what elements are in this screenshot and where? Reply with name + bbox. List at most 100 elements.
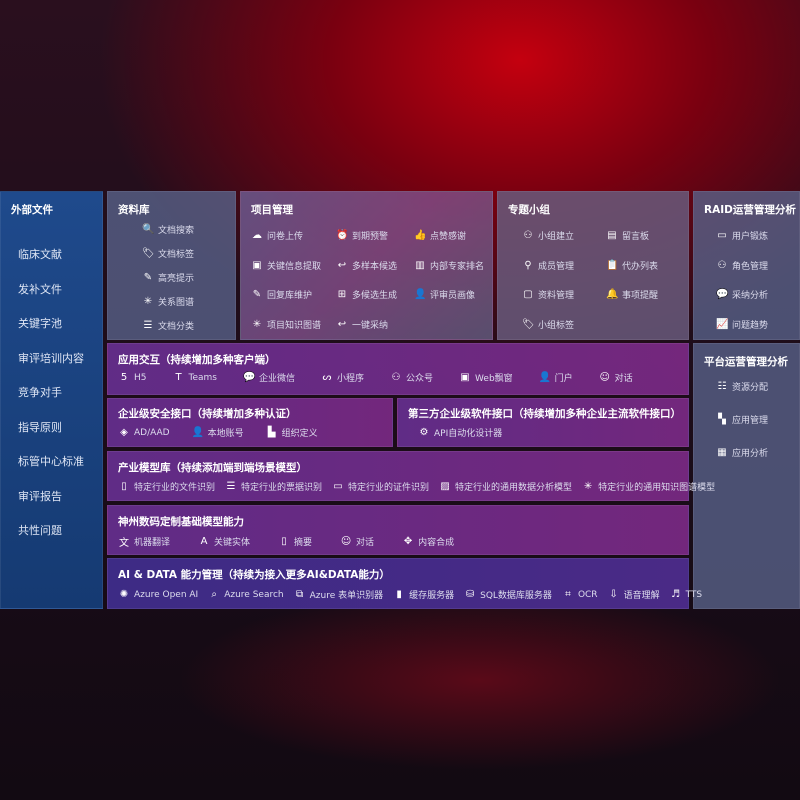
wechat-icon: 💬 <box>242 372 256 383</box>
feature-item[interactable]: ☰ 特定行业的票据识别 <box>225 480 323 493</box>
feature-item[interactable]: ⚇ 小组建立 <box>522 229 575 242</box>
feature-label: 公众号 <box>406 374 434 384</box>
feature-label: H5 <box>134 372 147 383</box>
feature-label: 多样本候选 <box>352 261 398 272</box>
feature-item[interactable]: ☰ 文档分类 <box>142 319 195 332</box>
feature-item[interactable]: ↩ 多样本候选 <box>336 259 397 272</box>
sidebar-item[interactable]: 关键字池 <box>18 317 62 330</box>
feature-item[interactable]: ▢ 资料管理 <box>522 288 574 301</box>
sidebar-item[interactable]: 共性问题 <box>18 524 62 537</box>
miniprogram-icon: ᔕ <box>322 372 332 383</box>
feature-item[interactable]: ☺ 对话 <box>599 371 632 384</box>
feature-item[interactable]: ✳ 项目知识图谱 <box>251 318 321 331</box>
feature-label: 特定行业的证件识别 <box>348 483 430 493</box>
feature-item[interactable]: ⏰ 到期预警 <box>336 229 388 242</box>
feature-item[interactable]: ⚙ API自动化设计器 <box>418 426 503 439</box>
feature-item[interactable]: ⌕ Azure Search <box>208 588 283 601</box>
feature-item[interactable]: ▥ 内部专家排名 <box>414 259 484 272</box>
sidebar-item[interactable]: 标管中心标准 <box>18 455 84 468</box>
platform-panel: 平台运营管理分析 ☷ 资源分配 ▚ 应用管理 ▦ 应用分析 <box>693 343 800 609</box>
feature-item[interactable]: ▦ 应用分析 <box>716 446 768 459</box>
feature-item[interactable]: ☁ 问卷上传 <box>251 229 303 242</box>
feature-item[interactable]: ▣ 关键信息提取 <box>251 259 321 272</box>
feature-item[interactable]: 👤 本地账号 <box>192 426 244 439</box>
feature-item[interactable]: ▯ 摘要 <box>278 534 312 549</box>
feature-item[interactable]: 🔍 文档搜索 <box>142 223 194 236</box>
checklist-icon: ☷ <box>717 381 727 392</box>
ranking-icon: ▥ <box>415 259 425 271</box>
panel-title: 项目管理 <box>251 204 293 216</box>
feature-item[interactable]: ☺ 对话 <box>340 534 374 549</box>
feature-item[interactable]: ▮ 缓存服务器 <box>393 588 454 601</box>
feature-item[interactable]: ⇩ 语音理解 <box>608 588 659 601</box>
sidebar-item[interactable]: 临床文献 <box>18 248 62 261</box>
feature-item[interactable]: ✎ 高亮提示 <box>142 271 194 284</box>
feature-item[interactable]: ▯ 特定行业的文件识别 <box>118 480 215 493</box>
feature-item[interactable]: ◈ AD/AAD <box>118 426 170 439</box>
feature-item[interactable]: ⌗ OCR <box>562 588 597 601</box>
industry-panel: 产业模型库（持续添加端到端场景模型） ▯ 特定行业的文件识别 ☰ 特定行业的票据识别 ▭… <box>107 451 715 501</box>
feature-item[interactable]: ✺ Azure Open AI <box>118 588 198 601</box>
feature-item[interactable]: ⛁ SQL数据库服务器 <box>464 588 552 601</box>
feature-item[interactable]: 🏷 小组标签 <box>522 318 574 331</box>
feature-item[interactable]: ✳ 关系图谱 <box>142 295 194 308</box>
library-panel: 资料库 🔍 文档搜索 🏷 文档标签 ✎ 高亮提示 ✳ 关系图谱 ☰ 文档分类 <box>107 191 236 340</box>
raid-panel: RAID运营管理分析 ▭ 用户锻炼 ⚇ 角色管理 💬 采纳分析 📈 问题趋势 <box>693 191 800 340</box>
feature-item[interactable]: T Teams <box>173 371 217 384</box>
feature-item[interactable]: ▙ 组织定义 <box>266 426 318 439</box>
feature-label: 到期预警 <box>352 232 389 242</box>
tag-icon: 🏷 <box>522 318 535 330</box>
feature-item[interactable]: ✎ 回复库维护 <box>251 288 312 301</box>
feature-item[interactable]: 💬 企业微信 <box>243 371 295 384</box>
feature-item[interactable]: ▭ 特定行业的证件识别 <box>332 480 429 493</box>
feature-label: AD/AAD <box>134 427 170 438</box>
aad-icon: ◈ <box>120 427 128 438</box>
feature-label: 关键信息提取 <box>267 261 322 272</box>
feature-item[interactable]: 5 H5 <box>118 371 147 384</box>
chat-icon: ☺ <box>340 536 352 547</box>
feature-item[interactable]: 👍 点赞感谢 <box>414 229 466 242</box>
feature-item[interactable]: ▤ 留言板 <box>606 229 649 242</box>
sidebar-item[interactable]: 竞争对手 <box>18 386 62 399</box>
feature-item[interactable]: ♬ TTS <box>670 588 702 601</box>
feature-item[interactable]: 文机器翻译 <box>118 534 170 549</box>
base-model-panel: 神州数码定制基础模型能力 文机器翻译 A 关键实体 ▯ 摘要 ☺ 对话 ✥ 内容合成 <box>107 505 689 555</box>
feature-item[interactable]: 🔔 事项提醒 <box>606 288 658 301</box>
feature-item[interactable]: ☷ 资源分配 <box>716 380 769 393</box>
org-icon: ▙ <box>267 427 276 438</box>
feature-item[interactable]: ⚇ 角色管理 <box>716 259 769 272</box>
tts-icon: ♬ <box>671 589 681 600</box>
feature-item[interactable]: 📈 问题趋势 <box>716 318 768 331</box>
feature-item[interactable]: ▚ 应用管理 <box>716 413 768 426</box>
feature-item[interactable]: A 关键实体 <box>198 534 250 549</box>
feature-item[interactable]: ▣ Web飘窗 <box>459 371 512 384</box>
feature-item[interactable]: 📋 代办列表 <box>606 259 658 272</box>
feature-item[interactable]: ⊞ 多候选生成 <box>336 288 397 301</box>
thirdparty-panel: 第三方企业级软件接口（持续增加多种企业主流软件接口） ⚙ API自动化设计器 <box>397 398 689 447</box>
feature-item[interactable]: ✥ 内容合成 <box>402 534 454 549</box>
feature-item[interactable]: ▭ 用户锻炼 <box>716 229 768 242</box>
sidebar-item[interactable]: 指导原则 <box>18 420 62 434</box>
feature-item[interactable]: ↩ 一键采纳 <box>336 318 388 331</box>
sidebar-item[interactable]: 审评培训内容 <box>18 351 84 365</box>
feature-item[interactable]: ⚇ 公众号 <box>390 371 434 384</box>
feature-label: 资源分配 <box>732 383 769 393</box>
feature-item[interactable]: 👤 评审员画像 <box>414 288 475 301</box>
feature-item[interactable]: ⧉ Azure 表单识别器 <box>294 588 383 601</box>
security-panel: 企业级安全接口（持续增加多种认证） ◈ AD/AAD 👤 本地账号 ▙ 组织定义 <box>107 398 393 447</box>
openai-icon: ✺ <box>119 589 129 600</box>
group-panel: 专题小组 ⚇ 小组建立 ▤ 留言板 ⚲ 成员管理 📋 代办列表 ▢ 资料管理 🔔 事项提醒 🏷 小组标签 <box>497 191 689 340</box>
feature-label: 文档标签 <box>158 250 195 260</box>
feature-item[interactable]: 👤 门户 <box>539 371 573 384</box>
feature-label: Teams <box>188 372 217 383</box>
feature-item[interactable]: ✳ 特定行业的通用知识图谱模型 <box>582 480 715 493</box>
feature-item[interactable]: ⚲ 成员管理 <box>522 259 574 272</box>
feature-label: 留言板 <box>622 232 650 242</box>
feature-item[interactable]: 🏷 文档标签 <box>142 247 194 260</box>
feature-item[interactable]: ᔕ 小程序 <box>321 371 364 384</box>
feature-item[interactable]: ▨ 特定行业的通用数据分析模型 <box>439 480 572 493</box>
sidebar-item[interactable]: 发补文件 <box>18 282 62 296</box>
feature-label: 问题趋势 <box>732 320 769 331</box>
sidebar-item[interactable]: 审评报告 <box>18 489 62 503</box>
feature-item[interactable]: 💬 采纳分析 <box>716 288 768 301</box>
